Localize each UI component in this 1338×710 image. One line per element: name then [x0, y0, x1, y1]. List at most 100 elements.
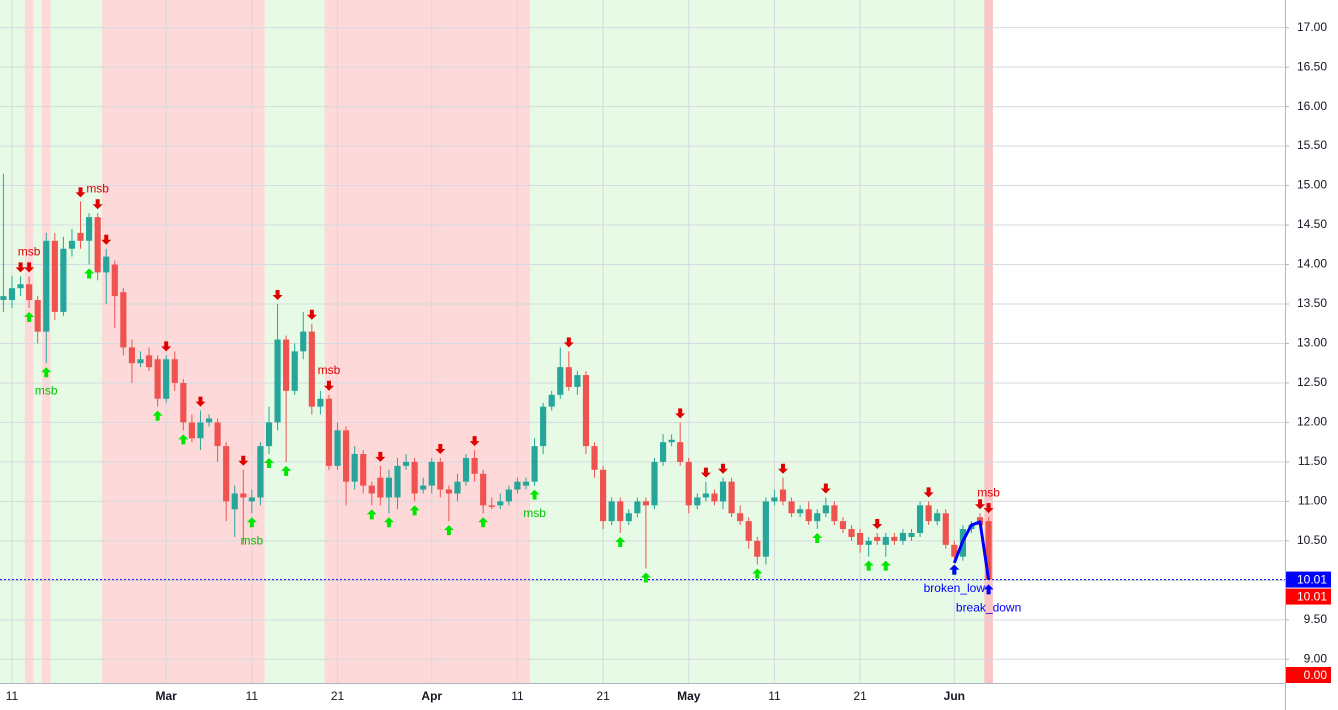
candle-body	[659, 442, 667, 462]
candle-body	[762, 501, 769, 557]
candle-body	[522, 481, 530, 486]
candle-body	[145, 355, 153, 368]
candle-body	[171, 359, 178, 383]
sell-arrow	[375, 451, 386, 462]
sell-arrow	[469, 436, 480, 447]
annotation: msb	[523, 506, 546, 520]
candle-body	[925, 505, 932, 522]
buy-arrow	[812, 533, 823, 544]
annotation: broken_low	[924, 581, 986, 595]
y-tick-label: 11.50	[1298, 454, 1327, 468]
buy-arrow	[281, 465, 292, 476]
sell-arrow	[923, 487, 934, 498]
candle-body	[240, 493, 247, 498]
y-tick-label: 11.00	[1298, 494, 1327, 508]
candle-body	[951, 544, 958, 557]
candle-body	[120, 292, 127, 348]
candle-body	[728, 481, 735, 514]
candle-body	[291, 351, 298, 391]
sell-arrow	[777, 463, 788, 474]
candle-body	[462, 457, 470, 482]
buy-arrow	[478, 517, 489, 528]
candle-body	[839, 521, 847, 530]
candle-body	[300, 331, 307, 352]
annotation: msb	[35, 383, 58, 397]
buy-arrow	[178, 434, 189, 445]
candle-body	[188, 422, 195, 439]
candle-body	[565, 367, 572, 387]
sell-arrow	[975, 499, 986, 510]
candle-body	[77, 232, 84, 241]
sell-arrow	[700, 467, 711, 478]
y-tick-label: 13.50	[1297, 296, 1327, 310]
sell-arrow	[306, 309, 317, 320]
candle-body	[625, 513, 632, 522]
candle-body	[154, 359, 161, 399]
candle-body	[377, 477, 384, 498]
candle-body	[505, 489, 512, 502]
buy-arrow	[263, 458, 274, 469]
buy-arrow	[615, 536, 626, 547]
candle-body	[214, 422, 221, 447]
candle-body	[582, 375, 590, 447]
candle-body	[43, 240, 50, 332]
x-tick-label: 21	[331, 689, 345, 703]
y-tick-label: 9.00	[1304, 651, 1328, 665]
sell-arrow	[101, 234, 112, 245]
x-tick-label: 21	[853, 689, 867, 703]
sell-arrow	[161, 341, 172, 352]
regime-band	[24, 0, 34, 683]
sell-arrow	[675, 408, 686, 419]
buy-arrow	[863, 560, 874, 571]
price-label: 10.01	[1297, 573, 1327, 587]
buy-arrow	[24, 311, 35, 322]
x-tick-label: Jun	[944, 689, 965, 703]
candle-body	[471, 457, 478, 474]
candle-body	[831, 505, 838, 522]
x-tick-label: 11	[511, 689, 524, 703]
buy-arrow	[246, 517, 257, 528]
y-tick-label: 12.50	[1297, 375, 1327, 389]
candle-body	[540, 406, 547, 447]
candle-body	[642, 501, 650, 506]
sell-arrow	[983, 503, 994, 514]
buy-arrow	[529, 489, 540, 500]
candle-body	[934, 513, 941, 522]
buy-arrow	[366, 509, 377, 520]
y-tick-label: 16.50	[1297, 59, 1327, 73]
candle-body	[68, 240, 76, 249]
candle-body	[420, 485, 427, 490]
y-tick-label: 17.00	[1297, 20, 1327, 34]
candle-body	[205, 418, 213, 423]
sell-arrow	[238, 455, 249, 466]
candle-body	[394, 465, 401, 498]
candle-body	[8, 288, 16, 301]
candle-body	[360, 454, 367, 486]
candle-body	[865, 540, 872, 545]
sell-arrow	[820, 483, 831, 494]
candle-body	[694, 497, 701, 506]
y-tick-label: 15.50	[1297, 138, 1327, 152]
sell-arrow	[435, 443, 446, 454]
candle-body	[737, 513, 744, 522]
price-label-box	[1286, 588, 1331, 605]
candle-body	[103, 256, 110, 273]
candle-body	[334, 430, 341, 466]
annotation: msb	[977, 485, 1000, 499]
sell-arrow	[24, 262, 35, 273]
y-tick-label: 16.00	[1297, 99, 1327, 113]
x-tick-label: 11	[768, 689, 781, 703]
candle-body	[891, 536, 898, 541]
annotation: msb	[18, 245, 41, 259]
buy-arrow	[41, 367, 52, 378]
buy-arrow	[640, 572, 651, 583]
candle-body	[497, 501, 504, 506]
annotation: msb	[241, 533, 264, 547]
sell-arrow	[272, 289, 283, 300]
candle-body	[368, 485, 375, 494]
candle-body	[899, 532, 907, 541]
candle-body	[411, 461, 418, 494]
candle-body	[771, 497, 778, 502]
candle-body	[822, 505, 829, 514]
